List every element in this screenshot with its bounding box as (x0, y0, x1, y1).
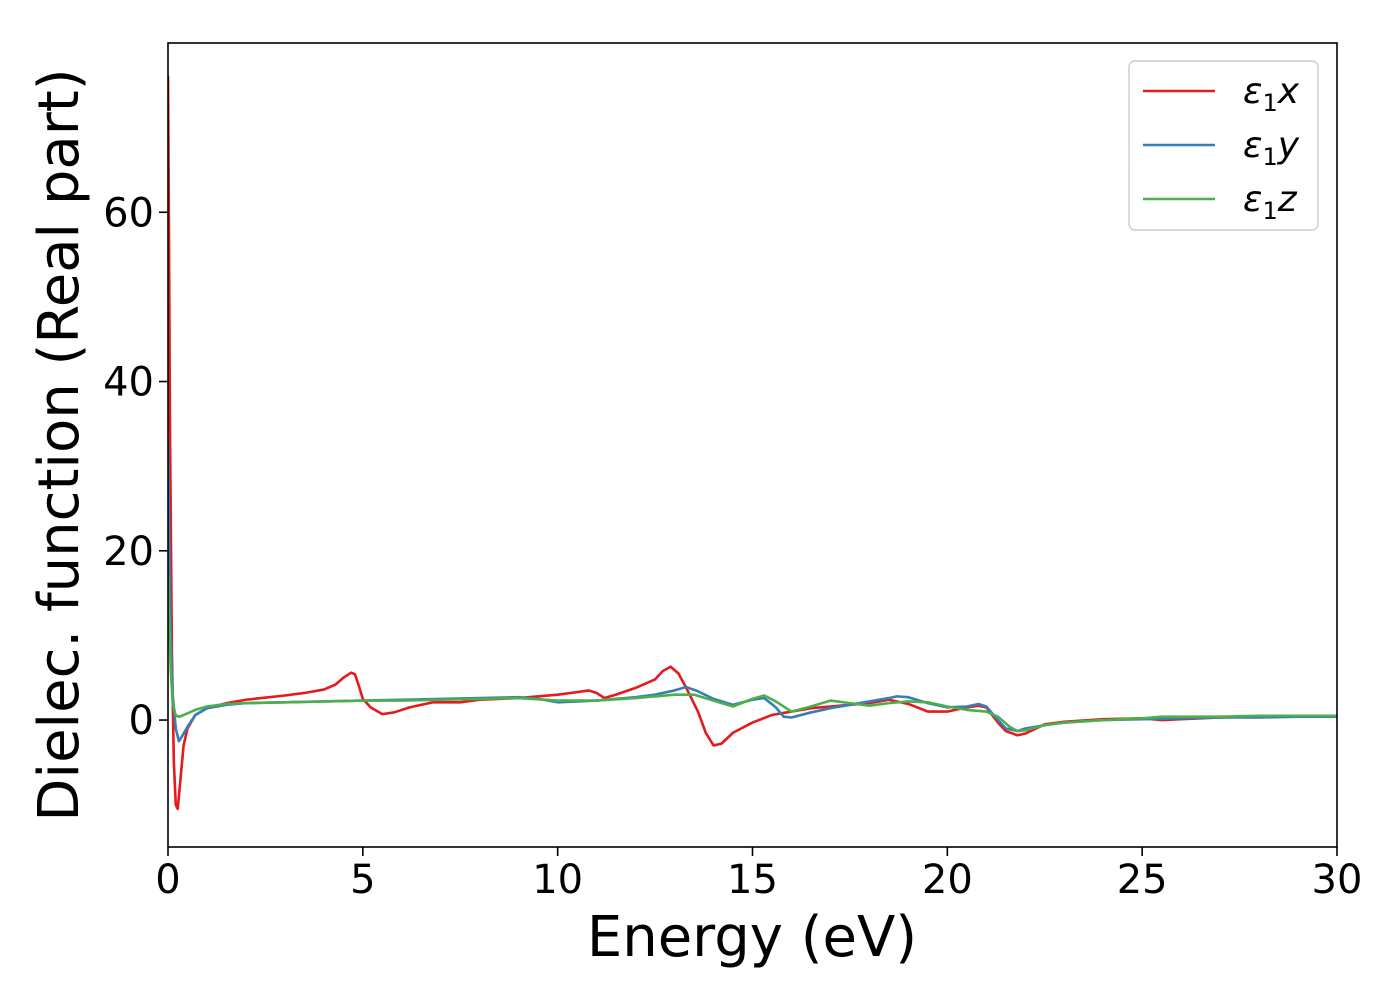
series-line-x (168, 75, 1337, 811)
x-tick-label: 20 (922, 857, 973, 903)
x-tick-label: 5 (350, 857, 375, 903)
y-tick-label: 60 (103, 190, 154, 236)
x-tick-label: 30 (1312, 857, 1363, 903)
legend-label-x: ε1x (1243, 71, 1300, 117)
series-layer (168, 75, 1337, 811)
legend-box (1128, 60, 1319, 231)
x-tick-label: 0 (155, 857, 180, 903)
x-tick-label: 25 (1117, 857, 1168, 903)
series-line-z (168, 574, 1337, 733)
legend-label-z: ε1z (1243, 179, 1298, 225)
legend-label-y: ε1y (1243, 125, 1300, 171)
y-tick-label: 20 (103, 529, 154, 575)
x-axis: 0 5 10 15 20 25 30 (155, 847, 1362, 903)
y-tick-label: 0 (129, 698, 154, 744)
x-tick-label: 10 (532, 857, 583, 903)
y-axis: 0 20 40 60 (103, 190, 168, 744)
x-axis-title: Energy (eV) (587, 905, 917, 970)
y-tick-label: 40 (103, 360, 154, 406)
y-axis-title: Dielec. function (Real part) (27, 68, 92, 821)
legend: ε1x ε1y ε1z (1128, 60, 1319, 231)
x-tick-label: 15 (727, 857, 778, 903)
